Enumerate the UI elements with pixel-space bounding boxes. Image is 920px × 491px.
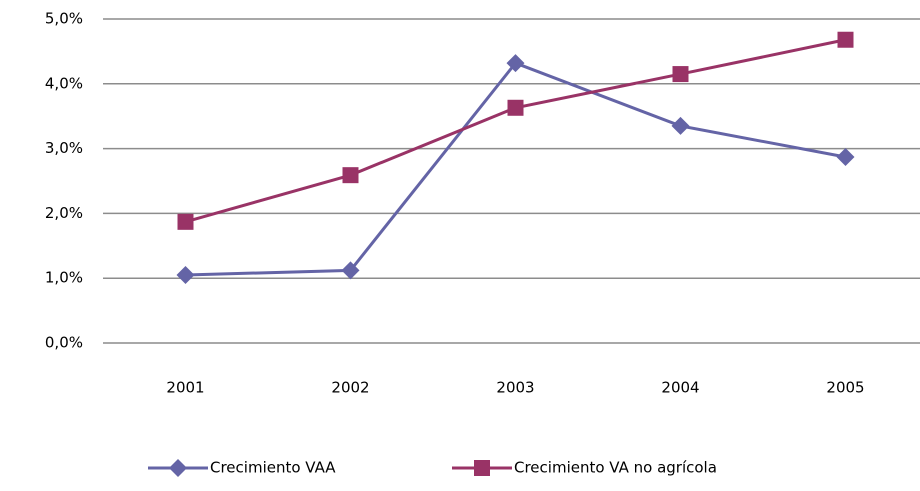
x-tick-label: 2001 <box>166 379 204 397</box>
x-tick-label: 2004 <box>661 379 699 397</box>
y-tick-label: 0,0% <box>45 334 83 352</box>
y-tick-label: 5,0% <box>45 10 83 28</box>
y-tick-label: 1,0% <box>45 269 83 287</box>
marker <box>506 54 525 73</box>
marker <box>474 460 490 476</box>
marker <box>672 66 689 83</box>
marker <box>176 265 195 284</box>
x-tick-label: 2005 <box>826 379 864 397</box>
legend-label: Crecimiento VA no agrícola <box>514 459 717 477</box>
marker <box>177 213 194 230</box>
marker <box>169 459 187 477</box>
marker <box>507 99 524 116</box>
marker <box>341 261 360 280</box>
series-line <box>185 61 846 277</box>
x-tick-label: 2002 <box>331 379 369 397</box>
marker <box>671 116 690 135</box>
y-tick-label: 4,0% <box>45 74 83 92</box>
legend-label: Crecimiento VAA <box>210 459 336 477</box>
x-tick-label: 2003 <box>496 379 534 397</box>
marker <box>342 167 359 184</box>
marker <box>837 31 854 48</box>
y-tick-label: 2,0% <box>45 204 83 222</box>
y-tick-label: 3,0% <box>45 139 83 157</box>
marker <box>836 148 855 167</box>
